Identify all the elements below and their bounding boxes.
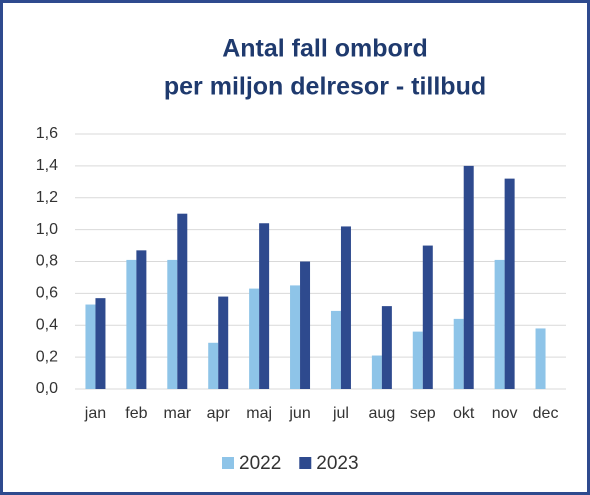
bar (494, 259, 505, 389)
bar (340, 226, 351, 389)
legend-label: 2022 (239, 453, 281, 474)
chart-title: Antal fall ombord (222, 35, 428, 63)
x-tick-label: jun (288, 405, 310, 422)
y-tick-label: 1,0 (36, 221, 58, 238)
x-tick-label: maj (246, 405, 272, 422)
y-tick-label: 0,2 (36, 348, 58, 365)
bar (208, 342, 219, 389)
x-tick-label: dec (533, 405, 559, 422)
x-tick-label: apr (207, 405, 231, 422)
bar (218, 296, 229, 389)
x-tick-label: jan (84, 405, 106, 422)
x-tick-label: mar (164, 405, 192, 422)
bar (85, 304, 96, 389)
bar (126, 259, 137, 389)
bar (136, 250, 147, 389)
bar (504, 178, 515, 389)
x-tick-label: feb (125, 405, 147, 422)
x-tick-label: jul (332, 405, 349, 422)
y-tick-label: 1,4 (36, 157, 58, 174)
y-tick-label: 0,6 (36, 285, 58, 302)
y-tick-label: 0,8 (36, 253, 58, 270)
y-tick-label: 0,0 (36, 380, 58, 397)
bar (453, 318, 464, 389)
bar (249, 288, 260, 389)
bar (300, 261, 311, 389)
x-tick-label: sep (410, 405, 436, 422)
bar (330, 310, 341, 389)
bar (167, 259, 178, 389)
y-tick-label: 1,6 (36, 125, 58, 142)
bar (412, 331, 423, 389)
x-tick-label: nov (492, 405, 518, 422)
bar (290, 285, 301, 389)
bar (535, 328, 546, 389)
y-tick-label: 0,4 (36, 316, 58, 333)
bar (381, 306, 392, 389)
bar (95, 298, 106, 389)
bar (422, 245, 433, 389)
x-tick-label: okt (453, 405, 475, 422)
legend-swatch (222, 457, 234, 469)
bar (259, 223, 270, 389)
bar (177, 213, 188, 389)
x-tick-label: aug (369, 405, 396, 422)
legend-label: 2023 (316, 453, 358, 474)
chart-title: per miljon delresor - tillbud (164, 73, 486, 101)
legend-swatch (299, 457, 312, 469)
bar (371, 355, 382, 389)
bar (463, 165, 474, 389)
y-tick-label: 1,2 (36, 189, 58, 206)
